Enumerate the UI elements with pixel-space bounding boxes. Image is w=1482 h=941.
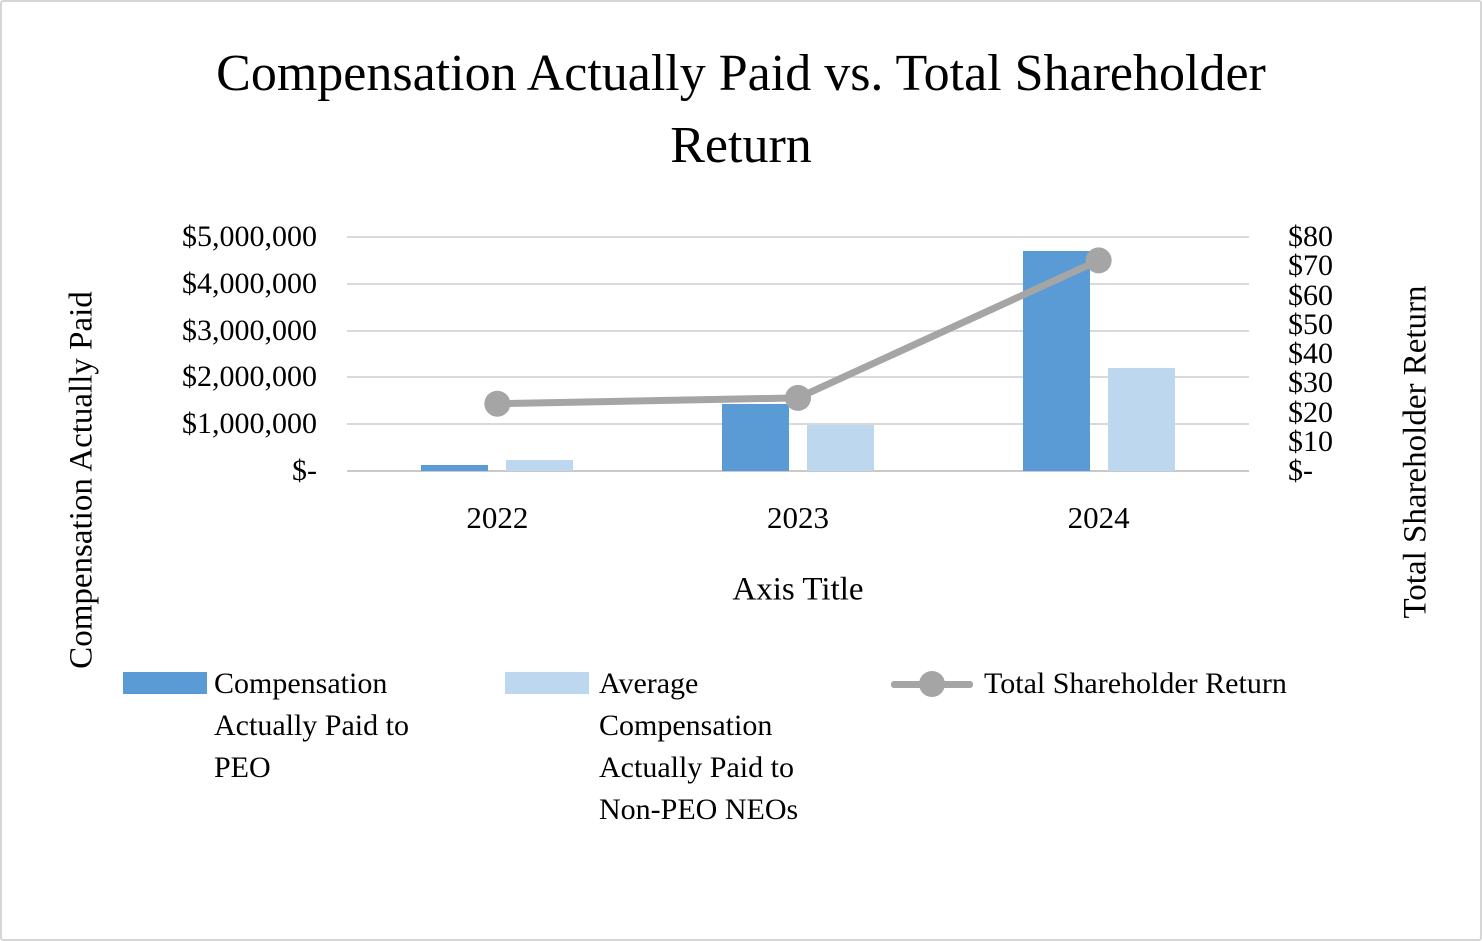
x-axis-title: Axis Title	[732, 571, 864, 608]
legend-label-peo-compensation: Compensation Actually Paid to PEO	[214, 667, 409, 784]
left-axis-tick-label: $3,000,000	[182, 313, 317, 347]
left-axis-tick-label: $2,000,000	[182, 360, 317, 394]
legend-label-tsr: Total Shareholder Return	[984, 667, 1287, 700]
right-axis-tick-label: $70	[1288, 249, 1333, 283]
legend-swatch-nonpeo-compensation	[505, 672, 589, 694]
bar-2023-series1	[807, 425, 874, 471]
legend-swatch-peo-compensation	[123, 672, 207, 694]
right-axis-tick-label: $40	[1288, 337, 1333, 370]
gridline	[347, 282, 1249, 285]
bar-2024-series1	[1107, 368, 1175, 471]
legend-marker-swatch-tsr	[919, 671, 945, 697]
x-axis-label-2023: 2023	[767, 500, 829, 535]
right-axis-tick-label: $10	[1288, 424, 1333, 458]
right-axis-tick-label: $20	[1288, 395, 1333, 429]
right-axis-tick-label: $50	[1288, 307, 1333, 341]
gridline	[347, 236, 1249, 238]
right-axis-tick-label: $60	[1288, 278, 1333, 312]
x-axis-label-2022: 2022	[466, 500, 529, 535]
bar-2024-series0	[1022, 251, 1090, 471]
gridline	[347, 423, 1249, 426]
x-axis-line	[347, 470, 1249, 472]
legend-label-nonpeo-compensation: Average Compensation Actually Paid to No…	[599, 667, 799, 826]
gridline	[347, 329, 1249, 332]
tsr-marker-2022	[484, 390, 511, 417]
right-axis-tick-label: $30	[1288, 366, 1333, 400]
bar-2022-series0	[421, 465, 489, 471]
right-axis-tick-label: $80	[1288, 220, 1333, 253]
bar-2022-series1	[506, 459, 574, 471]
left-axis-tick-label: $5,000,000	[182, 220, 317, 253]
bar-2023-series0	[722, 403, 789, 471]
x-axis-label-2024: 2024	[1067, 500, 1130, 535]
left-axis-tick-label: $4,000,000	[182, 266, 317, 300]
right-axis-tick-label: $-	[1288, 454, 1313, 487]
chart-title: Compensation Actually Paid vs. Total Sha…	[216, 45, 1266, 174]
left-axis-tick-label: $1,000,000	[182, 407, 317, 441]
left-axis-tick-label: $-	[292, 454, 317, 487]
